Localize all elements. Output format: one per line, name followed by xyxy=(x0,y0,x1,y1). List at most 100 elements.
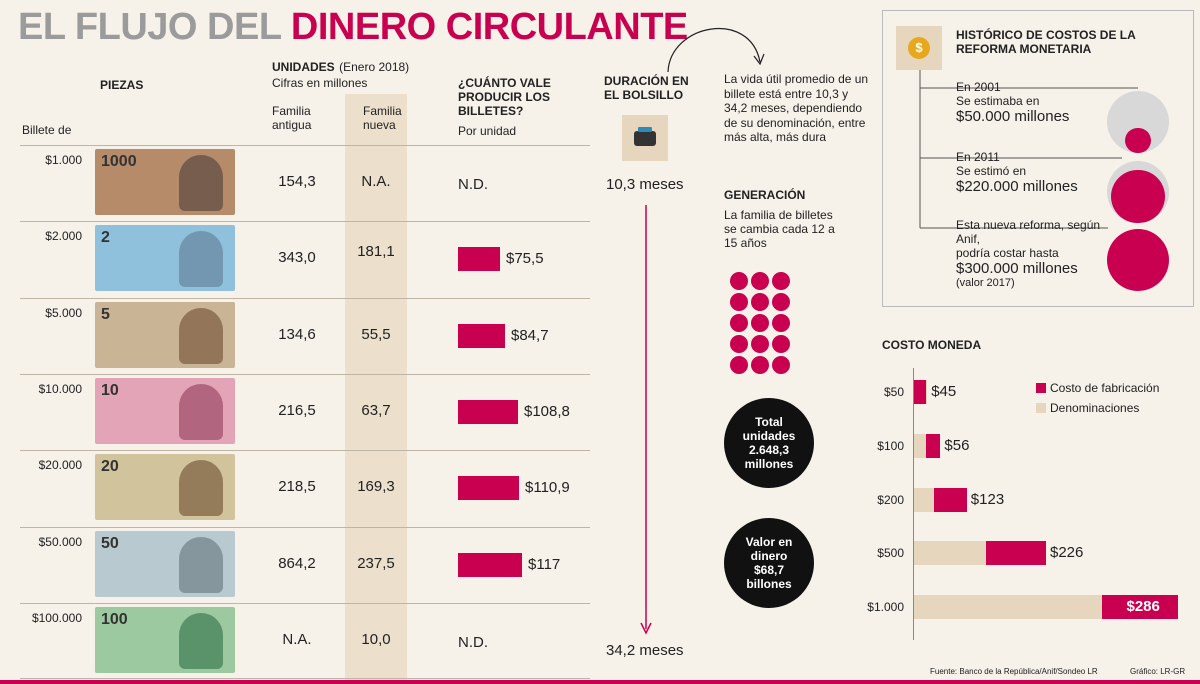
historic-item-line2: Se estimó en xyxy=(956,164,1027,178)
banknote-portrait xyxy=(179,383,223,440)
banknote-image: 100 xyxy=(95,606,235,673)
generation-dot xyxy=(751,293,769,311)
title-part1: EL FLUJO DEL xyxy=(18,6,281,48)
coins-axis xyxy=(913,368,914,640)
banknote-number: 50 xyxy=(101,534,119,552)
cost-bar xyxy=(458,552,522,577)
piezas-header: PIEZAS xyxy=(100,78,144,92)
banknote-image: 2 xyxy=(95,225,235,292)
bottom-rule xyxy=(0,680,1200,684)
coin-cost-label: $286 xyxy=(1126,598,1160,615)
duration-title: DURACIÓN EN EL BOLSILLO xyxy=(604,74,689,102)
banknote-portrait xyxy=(179,155,223,211)
historic-item-amount: $50.000 millones xyxy=(956,108,1070,125)
cost-bar-label: $108,8 xyxy=(524,402,570,420)
title-part2: DINERO CIRCULANTE xyxy=(290,6,688,48)
historic-item-extra: (valor 2017) xyxy=(956,277,1015,289)
generation-dot xyxy=(730,356,748,374)
coin-cost-bar xyxy=(925,434,941,458)
cost-bar-label: $117 xyxy=(528,555,561,573)
row-divider xyxy=(20,602,590,604)
historic-item-line1: Esta nueva reforma, según Anif, xyxy=(956,218,1101,246)
generation-title: GENERACIÓN xyxy=(724,188,806,202)
duration-arrow-icon xyxy=(640,205,652,635)
row-divider xyxy=(20,297,590,299)
coin-cost-label: $45 xyxy=(931,383,957,400)
row-denomination: $5.000 xyxy=(45,305,82,320)
historic-item: En 2011 Se estimó en $220.000 millones xyxy=(956,150,1106,195)
generation-dot xyxy=(772,272,790,290)
wallet-icon xyxy=(622,115,668,161)
unidades-date: (Enero 2018) xyxy=(339,60,410,74)
coin-label: $100 xyxy=(877,439,904,453)
familia-nueva-value: 63,7 xyxy=(361,401,391,419)
row-denomination: $1.000 xyxy=(45,153,82,167)
cost-header: ¿CUÁNTO VALE PRODUCIR LOS BILLETES? xyxy=(458,76,551,118)
historic-item-line1: En 2011 xyxy=(956,150,1000,164)
familia-antigua-value: 154,3 xyxy=(278,173,316,190)
generation-dot xyxy=(751,335,769,353)
familia-nueva-value: N.A. xyxy=(361,173,391,190)
money-value-circle: Valor en dinero $68,7 billones xyxy=(724,518,814,608)
familia-antigua-value: 218,5 xyxy=(278,478,316,496)
generation-dot xyxy=(751,272,769,290)
historic-item-amount: $220.000 millones xyxy=(956,178,1078,195)
banknote-number: 5 xyxy=(101,305,110,323)
coin-cost-label: $56 xyxy=(944,437,970,454)
familia-antigua-value: N.A. xyxy=(282,630,312,648)
generation-dot xyxy=(730,272,748,290)
banknote-image: 20 xyxy=(95,454,235,521)
coin-label: $1.000 xyxy=(867,600,904,614)
cost-bar-label: $84,7 xyxy=(511,326,549,344)
footer-source: Fuente: Banco de la República/Anif/Sonde… xyxy=(930,667,1098,676)
generation-dot xyxy=(730,293,748,311)
duration-start: 10,3 meses xyxy=(606,176,684,193)
generation-text: La familia de billetes se cambia cada 12… xyxy=(724,208,835,250)
legend-cost-swatch xyxy=(1036,383,1046,393)
familia-antigua-value: 864,2 xyxy=(278,554,316,572)
coin-label: $500 xyxy=(877,546,904,560)
familia-nueva-value: 237,5 xyxy=(357,554,395,572)
coin-cost-bar xyxy=(1102,595,1178,619)
duration-end: 34,2 meses xyxy=(606,642,684,659)
banknote-number: 10 xyxy=(101,381,119,399)
generation-dot xyxy=(772,314,790,332)
row-denomination: $100.000 xyxy=(31,610,82,625)
legend-cost: Costo de fabricación xyxy=(1050,381,1160,395)
row-denomination: $10.000 xyxy=(38,381,82,396)
cost-bar xyxy=(458,399,518,424)
generation-dot xyxy=(730,314,748,332)
coin-cost-bar xyxy=(934,488,967,512)
cost-circle xyxy=(1111,169,1165,223)
banknote-portrait xyxy=(179,460,223,517)
familia-antigua-value: 134,6 xyxy=(278,325,316,343)
legend-denom-swatch xyxy=(1036,403,1046,413)
banknote-image: 10 xyxy=(95,377,235,444)
row-divider xyxy=(20,678,590,679)
coin-cost-label: $123 xyxy=(970,491,1005,508)
row-divider xyxy=(20,373,590,375)
page-title: EL FLUJO DEL DINERO CIRCULANTE xyxy=(18,6,688,49)
familia-nueva-header: Familia nueva xyxy=(363,104,402,132)
banknote-image: 1000 xyxy=(95,149,235,215)
generation-dot xyxy=(772,356,790,374)
generation-dot xyxy=(772,335,790,353)
banknote-number: 100 xyxy=(101,610,128,628)
historic-title: HISTÓRICO DE COSTOS DE LA REFORMA MONETA… xyxy=(956,28,1136,56)
cost-bar xyxy=(458,247,500,272)
row-divider xyxy=(20,145,590,146)
banknote-number: 20 xyxy=(101,458,119,476)
historic-box xyxy=(882,10,1194,307)
coin-cost-bar xyxy=(986,541,1046,565)
banknote-portrait xyxy=(179,307,223,364)
familia-nueva-value: 55,5 xyxy=(361,325,391,343)
banknote-number: 1000 xyxy=(101,153,137,170)
curved-arrow-icon xyxy=(667,27,765,73)
banknote-number: 2 xyxy=(101,229,110,247)
familia-antigua-value: 343,0 xyxy=(278,249,316,267)
legend-denom: Denominaciones xyxy=(1050,401,1140,415)
total-units-circle: Total unidades 2.648,3 millones xyxy=(724,398,814,488)
familia-antigua-value: 216,5 xyxy=(278,401,316,419)
historic-item-line2: Se estimaba en xyxy=(956,94,1040,108)
banknote-portrait xyxy=(179,536,223,593)
